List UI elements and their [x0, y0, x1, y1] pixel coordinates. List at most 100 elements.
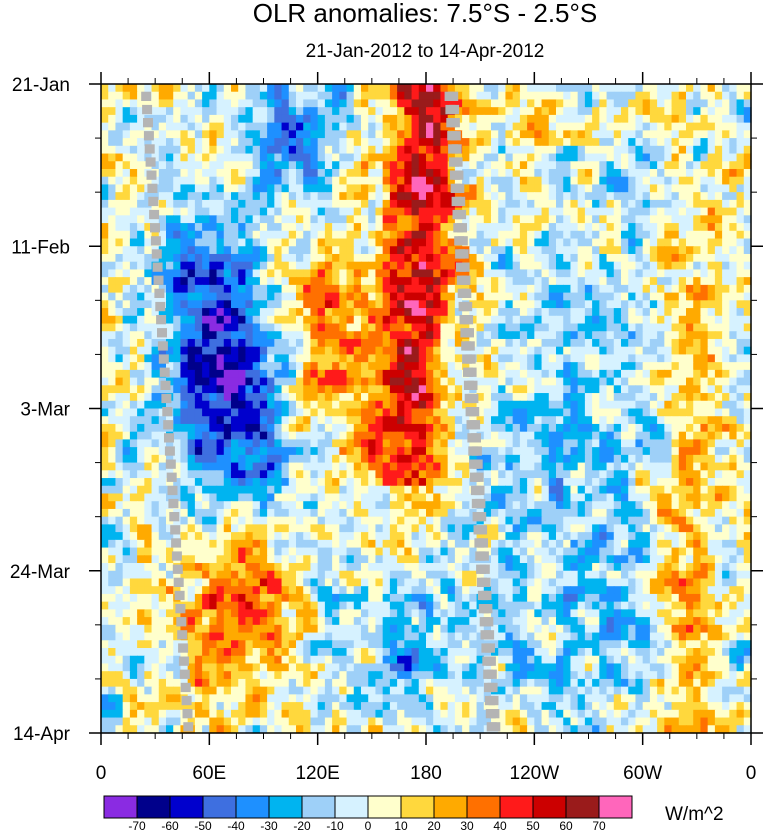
heatmap-cell — [223, 416, 232, 425]
heatmap-cell — [339, 346, 348, 356]
heatmap-cell — [397, 447, 405, 456]
heatmap-cell — [346, 431, 355, 441]
heatmap-cell — [426, 346, 434, 356]
heatmap-cell — [187, 261, 196, 271]
heatmap-cell — [548, 447, 557, 456]
heatmap-cell — [498, 122, 507, 131]
heatmap-cell — [447, 308, 456, 317]
heatmap-cell — [101, 176, 109, 186]
heatmap-cell — [418, 199, 427, 209]
heatmap-cell — [389, 431, 398, 441]
heatmap-cell — [512, 130, 521, 139]
heatmap-cell — [613, 338, 622, 348]
heatmap-cell — [628, 246, 637, 255]
heatmap-cell — [231, 300, 239, 309]
heatmap-cell — [332, 84, 340, 93]
heatmap-cell — [664, 168, 673, 178]
heatmap-cell — [519, 431, 528, 441]
heatmap-cell — [635, 207, 644, 216]
heatmap-cell — [426, 478, 434, 487]
heatmap-cell — [259, 130, 268, 139]
heatmap-cell — [462, 230, 470, 240]
heatmap-cell — [238, 478, 247, 487]
heatmap-cell — [628, 308, 637, 317]
heatmap-cell — [433, 246, 442, 255]
heatmap-cell — [238, 207, 247, 216]
heatmap-cell — [361, 308, 369, 317]
heatmap-cell — [462, 114, 470, 124]
heatmap-cell — [628, 377, 637, 386]
heatmap-cell — [592, 493, 600, 502]
heatmap-cell — [115, 493, 124, 502]
heatmap-cell — [548, 354, 557, 363]
heatmap-cell — [129, 377, 138, 386]
heatmap-cell — [245, 199, 254, 209]
heatmap-cell — [151, 122, 160, 131]
heatmap-cell — [700, 501, 709, 510]
heatmap-cell — [512, 192, 521, 201]
heatmap-cell — [187, 253, 196, 263]
heatmap-cell — [122, 354, 131, 363]
heatmap-cell — [267, 161, 275, 170]
heatmap-cell — [584, 439, 593, 448]
heatmap-cell — [722, 454, 730, 464]
heatmap-cell — [433, 153, 442, 162]
heatmap-cell — [693, 199, 702, 209]
heatmap-cell — [534, 223, 543, 232]
heatmap-cell — [245, 454, 254, 464]
heatmap-cell — [512, 478, 521, 487]
heatmap-cell — [137, 493, 145, 502]
heatmap-cell — [621, 277, 629, 286]
heatmap-cell — [108, 408, 117, 417]
heatmap-cell — [635, 354, 644, 363]
heatmap-cell — [317, 138, 326, 147]
heatmap-cell — [664, 161, 673, 170]
heatmap-cell — [686, 207, 694, 216]
heatmap-cell — [202, 192, 210, 201]
heatmap-cell — [570, 91, 579, 101]
heatmap-cell — [194, 246, 203, 255]
heatmap-cell — [310, 223, 319, 232]
heatmap-cell — [642, 230, 651, 240]
heatmap-cell — [476, 138, 485, 147]
heatmap-cell — [389, 338, 398, 348]
heatmap-cell — [180, 454, 189, 464]
heatmap-cell — [115, 122, 124, 131]
heatmap-cell — [722, 192, 730, 201]
heatmap-cell — [137, 408, 145, 417]
heatmap-cell — [722, 416, 730, 425]
heatmap-cell — [649, 99, 658, 108]
heatmap-cell — [606, 207, 615, 216]
heatmap-cell — [245, 369, 254, 379]
heatmap-cell — [404, 114, 413, 124]
heatmap-cell — [288, 253, 297, 263]
heatmap-cell — [288, 308, 297, 317]
heatmap-cell — [671, 346, 680, 356]
heatmap-cell — [310, 354, 319, 363]
heatmap-cell — [534, 192, 543, 201]
heatmap-cell — [411, 91, 420, 101]
heatmap-cell — [389, 362, 398, 371]
heatmap-cell — [144, 323, 153, 332]
heatmap-cell — [389, 439, 398, 448]
heatmap-cell — [332, 238, 340, 247]
heatmap-cell — [245, 114, 254, 124]
heatmap-cell — [548, 377, 557, 386]
heatmap-cell — [541, 300, 550, 309]
heatmap-cell — [339, 253, 348, 263]
heatmap-cell — [418, 122, 427, 131]
heatmap-cell — [541, 346, 550, 356]
heatmap-cell — [642, 130, 651, 139]
heatmap-cell — [729, 114, 738, 124]
heatmap-cell — [556, 362, 564, 371]
heatmap-cell — [361, 454, 369, 464]
heatmap-cell — [462, 501, 470, 510]
heatmap-cell — [180, 501, 189, 510]
heatmap-cell — [671, 138, 680, 147]
heatmap-cell — [635, 501, 644, 510]
heatmap-cell — [729, 230, 738, 240]
heatmap-cell — [223, 377, 232, 386]
heatmap-cell — [101, 485, 109, 495]
heatmap-cell — [238, 501, 247, 510]
heatmap-cell — [180, 168, 189, 178]
